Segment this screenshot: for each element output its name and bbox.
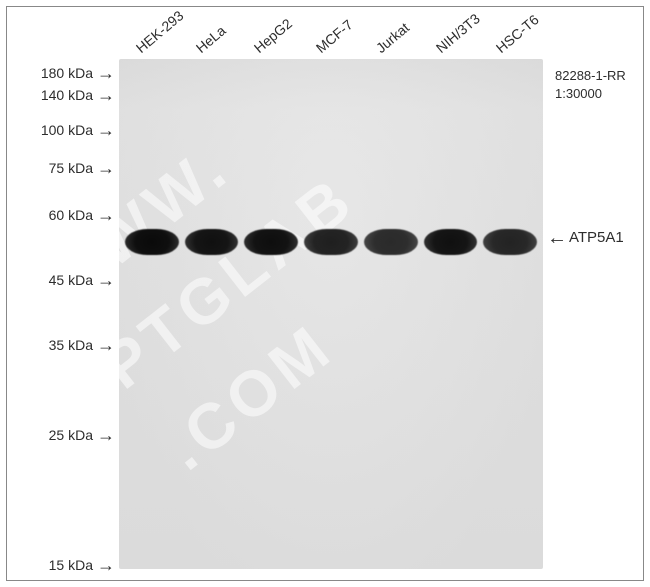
band <box>125 229 179 255</box>
band <box>364 229 418 255</box>
target-name: ATP5A1 <box>569 229 624 246</box>
watermark: WWW. PTGLAB .COM <box>119 69 441 495</box>
mw-label: 25 kDa <box>49 427 93 443</box>
lane-labels: HEK-293 HeLa HepG2 MCF-7 Jurkat NIH/3T3 … <box>121 7 551 62</box>
mw-marker: 180 kDa→ <box>41 65 115 81</box>
mw-marker: 75 kDa→ <box>49 160 115 176</box>
mw-marker: 140 kDa→ <box>41 87 115 103</box>
blot-membrane: WWW. PTGLAB .COM <box>119 59 543 569</box>
lane-label: HEK-293 <box>133 7 187 56</box>
mw-marker: 35 kDa→ <box>49 337 115 353</box>
lane-label: MCF-7 <box>313 16 356 56</box>
lane-label: HepG2 <box>251 15 295 56</box>
mw-ladder: 180 kDa→ 140 kDa→ 100 kDa→ 75 kDa→ 60 kD… <box>7 7 115 580</box>
mw-label: 15 kDa <box>49 557 93 573</box>
band <box>424 229 478 255</box>
lane-label: NIH/3T3 <box>433 10 483 56</box>
mw-marker: 15 kDa→ <box>49 557 115 573</box>
figure-frame: 180 kDa→ 140 kDa→ 100 kDa→ 75 kDa→ 60 kD… <box>6 6 644 581</box>
mw-label: 60 kDa <box>49 207 93 223</box>
mw-marker: 60 kDa→ <box>49 207 115 223</box>
lane-label: Jurkat <box>373 19 412 56</box>
mw-marker: 45 kDa→ <box>49 272 115 288</box>
mw-label: 75 kDa <box>49 160 93 176</box>
mw-label: 100 kDa <box>41 122 93 138</box>
band <box>244 229 298 255</box>
mw-label: 140 kDa <box>41 87 93 103</box>
mw-marker: 100 kDa→ <box>41 122 115 138</box>
lane-label: HeLa <box>193 22 229 56</box>
band <box>483 229 537 255</box>
mw-marker: 25 kDa→ <box>49 427 115 443</box>
right-annotations: 82288-1-RR 1:30000 ← ATP5A1 <box>547 7 650 580</box>
catalog-info: 82288-1-RR 1:30000 <box>555 67 626 102</box>
band <box>304 229 358 255</box>
mw-label: 180 kDa <box>41 65 93 81</box>
catalog-number: 82288-1-RR <box>555 67 626 85</box>
target-label: ← ATP5A1 <box>547 229 624 246</box>
band <box>185 229 239 255</box>
band-row <box>119 229 543 255</box>
lane-label: HSC-T6 <box>493 11 542 56</box>
catalog-dilution: 1:30000 <box>555 85 626 103</box>
mw-label: 45 kDa <box>49 272 93 288</box>
mw-label: 35 kDa <box>49 337 93 353</box>
